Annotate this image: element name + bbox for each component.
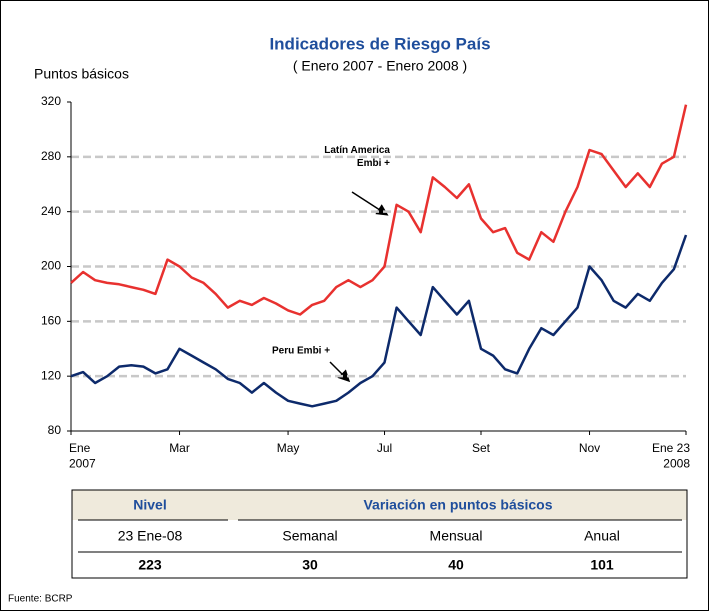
- table-cell: 101: [590, 557, 614, 573]
- x-tick-label: Nov: [579, 441, 600, 455]
- x-tick-label: Mar: [169, 441, 190, 455]
- y-tick-label: 280: [41, 149, 61, 163]
- chart-subtitle: ( Enero 2007 - Enero 2008 ): [293, 58, 467, 74]
- annotation-arrow: [351, 191, 389, 216]
- y-tick-label: 240: [41, 204, 61, 218]
- table-cell: 30: [302, 557, 318, 573]
- table-cell: Semanal: [282, 528, 337, 544]
- series-line: [70, 104, 688, 316]
- table-header: Nivel: [133, 497, 166, 513]
- y-tick-label: 160: [41, 314, 61, 328]
- annotation: Latín America Embi +: [324, 145, 390, 169]
- footer: Fuente: BCRP: [8, 594, 73, 605]
- table-cell: 23 Ene-08: [118, 528, 183, 544]
- y-tick-label: 80: [48, 423, 62, 437]
- chart-title: Indicadores de Riesgo País: [269, 34, 490, 53]
- y-tick-label: 320: [41, 94, 61, 108]
- table-cell: Mensual: [430, 528, 483, 544]
- x-tick-label: May: [277, 441, 300, 455]
- x-tick-label: Ene 2007: [69, 441, 96, 471]
- table-cell: 40: [448, 557, 464, 573]
- x-tick-label: Set: [472, 441, 491, 455]
- y-tick-label: 200: [41, 259, 61, 273]
- y-tick-label: 120: [41, 368, 61, 382]
- series-line: [70, 234, 688, 408]
- table-header-bg: [72, 490, 687, 520]
- x-tick-label: Ene 23 2008: [652, 441, 690, 471]
- table-header: Variación en puntos básicos: [363, 497, 552, 513]
- x-tick-label: Jul: [377, 441, 392, 455]
- annotation-arrow: [329, 361, 351, 383]
- annotation: Peru Embi +: [272, 346, 330, 357]
- table-frame: [71, 489, 688, 579]
- table-cell: 223: [138, 557, 162, 573]
- table-cell: Anual: [584, 528, 620, 544]
- y-axis-label: Puntos básicos: [34, 66, 129, 82]
